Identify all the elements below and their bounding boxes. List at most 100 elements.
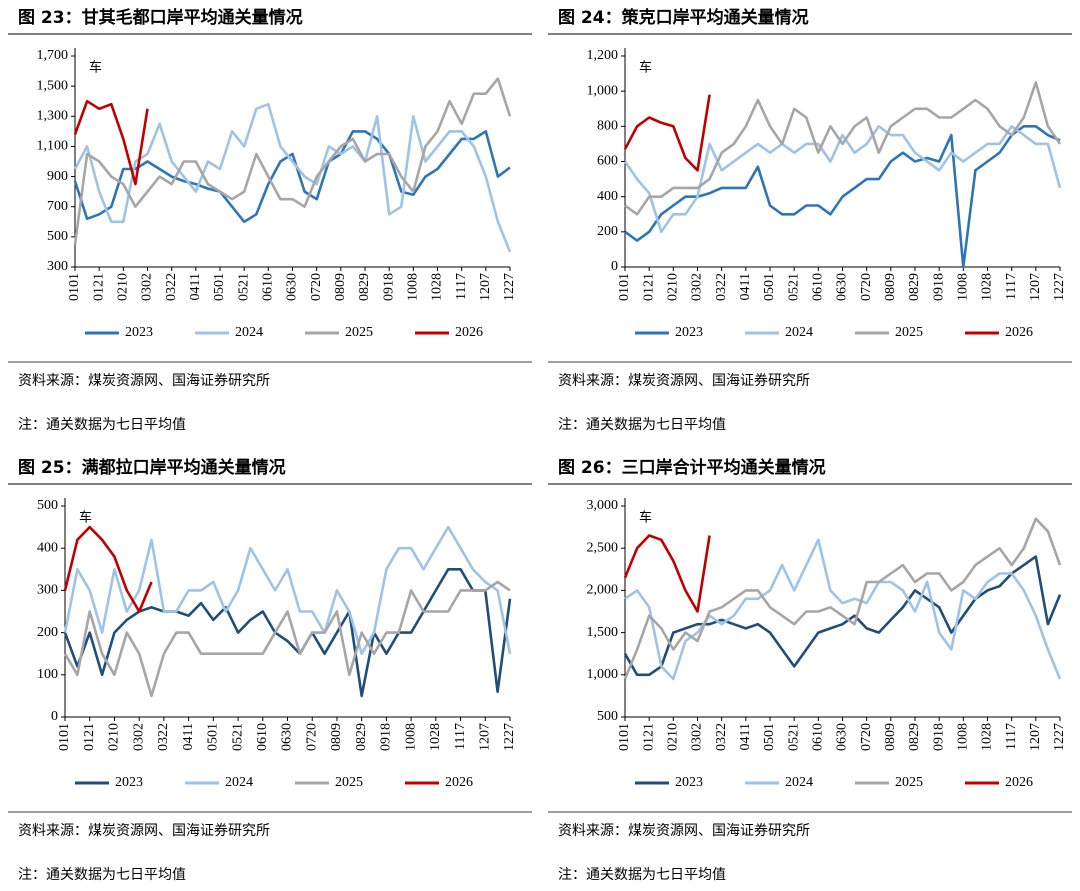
- y-tick-label: 1,200: [587, 48, 619, 63]
- note-text: 注：通关数据为七日平均值: [18, 417, 186, 433]
- x-tick-label: 1028: [428, 723, 443, 751]
- y-tick-label: 600: [597, 154, 618, 169]
- series-line: [63, 568, 512, 698]
- chart-panel: 图 23：甘其毛都口岸平均通关量情况资料来源：煤炭资源网、国海证券研究所注：通关…: [8, 7, 532, 433]
- x-tick-label: 0809: [883, 273, 898, 301]
- legend-label: 2026: [1005, 775, 1033, 790]
- chart-panel: 图 26：三口岸合计平均通关量情况资料来源：煤炭资源网、国海证券研究所注：通关数…: [548, 457, 1072, 883]
- source-text: 资料来源：煤炭资源网、国海证券研究所: [558, 823, 810, 839]
- y-tick-label: 200: [37, 625, 58, 640]
- x-tick-label: 0918: [931, 273, 946, 301]
- y-tick-label: 3,000: [587, 498, 619, 513]
- note-text: 注：通关数据为七日平均值: [558, 867, 726, 883]
- legend-label: 2026: [1005, 325, 1033, 340]
- unit-annotation: 车: [639, 510, 652, 526]
- x-tick-label: 0809: [883, 723, 898, 751]
- series-line: [73, 77, 512, 245]
- x-tick-label: 0829: [354, 723, 369, 751]
- x-tick-label: 0302: [131, 723, 146, 751]
- x-tick-label: 0809: [329, 723, 344, 751]
- x-tick-label: 0501: [762, 723, 777, 751]
- x-tick-label: 0809: [333, 273, 348, 301]
- x-tick-label: 0521: [236, 273, 251, 301]
- y-tick-label: 500: [47, 229, 68, 244]
- y-tick-label: 1,700: [37, 48, 69, 63]
- y-tick-label: 1,500: [587, 625, 619, 640]
- y-tick-label: 300: [37, 583, 58, 598]
- x-tick-label: 0918: [379, 723, 394, 751]
- x-tick-label: 0210: [107, 723, 122, 751]
- legend-label: 2023: [675, 775, 703, 790]
- y-tick-label: 1,300: [37, 109, 69, 124]
- x-tick-label: 0411: [188, 273, 203, 300]
- x-tick-label: 0829: [907, 273, 922, 301]
- x-tick-label: 1227: [1052, 723, 1067, 751]
- x-tick-label: 0918: [931, 723, 946, 751]
- legend-label: 2026: [445, 775, 473, 790]
- x-tick-label: 0501: [212, 273, 227, 301]
- x-tick-label: 0610: [255, 723, 270, 751]
- y-tick-label: 0: [51, 709, 58, 724]
- unit-annotation: 车: [79, 510, 92, 526]
- y-tick-label: 1,500: [37, 78, 69, 93]
- series-line: [73, 99, 149, 186]
- series-line: [623, 534, 711, 613]
- x-tick-label: 0302: [690, 723, 705, 751]
- x-tick-label: 0610: [811, 723, 826, 751]
- legend-label: 2026: [455, 325, 483, 340]
- series-line: [63, 525, 512, 655]
- x-tick-label: 0501: [762, 273, 777, 301]
- y-tick-label: 900: [47, 169, 68, 184]
- x-tick-label: 1028: [980, 273, 995, 301]
- series-line: [623, 555, 1062, 677]
- x-tick-label: 1117: [1004, 273, 1019, 300]
- x-tick-label: 0720: [304, 723, 319, 751]
- x-tick-label: 0521: [786, 723, 801, 751]
- legend-label: 2025: [895, 775, 923, 790]
- x-tick-label: 0210: [666, 723, 681, 751]
- x-tick-label: 0630: [285, 273, 300, 301]
- source-text: 资料来源：煤炭资源网、国海证券研究所: [558, 373, 810, 389]
- x-tick-label: 1227: [502, 273, 517, 301]
- y-tick-label: 700: [47, 199, 68, 214]
- x-tick-label: 1117: [453, 723, 468, 750]
- x-tick-label: 0121: [641, 723, 656, 751]
- x-tick-label: 0720: [309, 273, 324, 301]
- note-text: 注：通关数据为七日平均值: [558, 417, 726, 433]
- x-tick-label: 1008: [956, 723, 971, 751]
- x-tick-label: 0829: [357, 273, 372, 301]
- legend-label: 2024: [785, 325, 813, 340]
- x-tick-label: 0322: [714, 723, 729, 751]
- x-tick-label: 1008: [403, 723, 418, 751]
- y-tick-label: 1,000: [587, 83, 619, 98]
- y-tick-label: 500: [597, 709, 618, 724]
- legend-label: 2025: [345, 325, 373, 340]
- x-tick-label: 0322: [156, 723, 171, 751]
- source-text: 资料来源：煤炭资源网、国海证券研究所: [18, 823, 270, 839]
- series-line: [63, 580, 511, 698]
- source-text: 资料来源：煤炭资源网、国海证券研究所: [18, 373, 270, 389]
- chart-panel: 图 24：策克口岸平均通关量情况资料来源：煤炭资源网、国海证券研究所注：通关数据…: [548, 7, 1072, 433]
- x-tick-label: 1028: [980, 723, 995, 751]
- chart-title: 图 24：策克口岸平均通关量情况: [558, 7, 809, 28]
- chart-title: 图 25：满都拉口岸平均通关量情况: [18, 457, 286, 478]
- y-tick-label: 800: [597, 119, 618, 134]
- x-tick-label: 0918: [381, 273, 396, 301]
- series-line: [63, 525, 153, 613]
- x-tick-label: 0630: [835, 273, 850, 301]
- unit-annotation: 车: [89, 60, 102, 76]
- y-tick-label: 1,100: [37, 139, 69, 154]
- chart-title: 图 26：三口岸合计平均通关量情况: [558, 457, 826, 478]
- series-line: [623, 517, 1062, 680]
- y-tick-label: 2,500: [587, 540, 619, 555]
- series-line: [623, 94, 711, 172]
- legend-label: 2023: [125, 325, 153, 340]
- x-tick-label: 1207: [477, 723, 492, 751]
- legend-label: 2023: [115, 775, 143, 790]
- x-tick-label: 0101: [57, 723, 72, 751]
- y-tick-label: 200: [597, 224, 618, 239]
- x-tick-label: 0630: [835, 723, 850, 751]
- y-tick-label: 100: [37, 667, 58, 682]
- x-tick-label: 0302: [140, 273, 155, 301]
